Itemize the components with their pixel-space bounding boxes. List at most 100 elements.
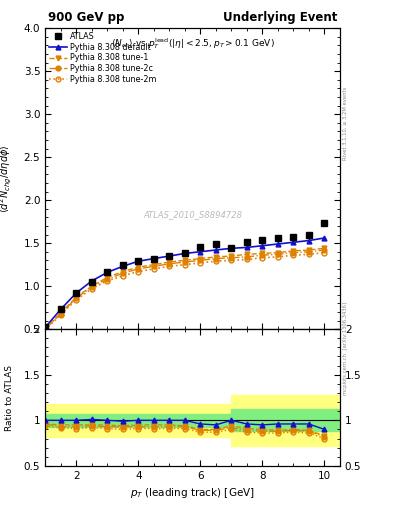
ATLAS [105, 269, 110, 275]
ATLAS [74, 290, 79, 296]
Pythia 8.308 tune-1 [291, 248, 296, 254]
Pythia 8.308 tune-2m [260, 254, 265, 261]
Pythia 8.308 tune-2m [275, 254, 280, 260]
Pythia 8.308 tune-2c [260, 252, 265, 258]
Pythia 8.308 default [89, 278, 94, 284]
ATLAS [43, 324, 48, 330]
Pythia 8.308 tune-1 [229, 253, 234, 259]
Y-axis label: $\langle d^2 N_{chg}/d\eta d\phi \rangle$: $\langle d^2 N_{chg}/d\eta d\phi \rangle… [0, 144, 14, 213]
Pythia 8.308 tune-2m [74, 297, 79, 303]
ATLAS [198, 244, 203, 250]
Line: Pythia 8.308 tune-1: Pythia 8.308 tune-1 [43, 246, 327, 332]
Pythia 8.308 tune-2c [307, 249, 311, 255]
Pythia 8.308 default [275, 241, 280, 247]
Pythia 8.308 default [167, 253, 172, 259]
Line: ATLAS: ATLAS [42, 220, 327, 331]
Pythia 8.308 tune-2m [167, 263, 172, 269]
Pythia 8.308 tune-1 [182, 257, 187, 263]
ATLAS [89, 279, 94, 285]
Pythia 8.308 default [307, 238, 311, 244]
Pythia 8.308 tune-2m [120, 273, 125, 279]
Pythia 8.308 default [136, 258, 141, 264]
Pythia 8.308 default [120, 263, 125, 269]
Pythia 8.308 tune-2c [291, 249, 296, 255]
Y-axis label: Ratio to ATLAS: Ratio to ATLAS [5, 365, 14, 431]
Pythia 8.308 tune-1 [213, 254, 218, 260]
Pythia 8.308 default [182, 250, 187, 257]
Pythia 8.308 tune-1 [120, 268, 125, 274]
Pythia 8.308 tune-2c [198, 257, 203, 263]
Pythia 8.308 tune-2m [244, 257, 249, 263]
Pythia 8.308 default [322, 235, 327, 241]
Pythia 8.308 tune-1 [275, 249, 280, 255]
Line: Pythia 8.308 default: Pythia 8.308 default [43, 236, 327, 330]
Pythia 8.308 tune-2m [58, 311, 63, 317]
ATLAS [322, 220, 327, 226]
Pythia 8.308 tune-1 [43, 326, 48, 332]
Pythia 8.308 tune-1 [58, 310, 63, 316]
Text: ATLAS_2010_S8894728: ATLAS_2010_S8894728 [143, 210, 242, 219]
Text: Rivet 3.1.10, ≥ 3.2M events: Rivet 3.1.10, ≥ 3.2M events [343, 86, 348, 160]
Pythia 8.308 tune-2c [151, 263, 156, 269]
Pythia 8.308 tune-2c [136, 266, 141, 272]
Pythia 8.308 tune-2c [105, 276, 110, 282]
ATLAS [213, 241, 218, 247]
Pythia 8.308 tune-1 [244, 251, 249, 258]
ATLAS [167, 253, 172, 259]
ATLAS [120, 263, 125, 269]
Pythia 8.308 default [260, 243, 265, 249]
ATLAS [58, 306, 63, 312]
Pythia 8.308 default [213, 247, 218, 253]
ATLAS [244, 239, 249, 245]
Pythia 8.308 tune-2m [136, 268, 141, 274]
Pythia 8.308 tune-1 [74, 294, 79, 301]
Pythia 8.308 tune-2m [198, 260, 203, 266]
Pythia 8.308 tune-2m [89, 286, 94, 292]
ATLAS [229, 245, 234, 251]
Pythia 8.308 tune-2m [43, 327, 48, 333]
Pythia 8.308 tune-2c [58, 311, 63, 317]
Pythia 8.308 default [58, 306, 63, 312]
Pythia 8.308 tune-1 [105, 274, 110, 281]
Pythia 8.308 default [229, 245, 234, 251]
Pythia 8.308 tune-2m [307, 251, 311, 258]
ATLAS [136, 258, 141, 264]
Text: Underlying Event: Underlying Event [222, 11, 337, 24]
ATLAS [291, 234, 296, 240]
Pythia 8.308 default [74, 290, 79, 296]
Pythia 8.308 tune-2c [74, 295, 79, 301]
Pythia 8.308 default [198, 249, 203, 255]
ATLAS [260, 237, 265, 243]
Pythia 8.308 tune-2c [244, 254, 249, 260]
X-axis label: $p_T$ (leading track) [GeV]: $p_T$ (leading track) [GeV] [130, 486, 255, 500]
Pythia 8.308 tune-1 [89, 283, 94, 289]
Text: $\langle N_{ch}\rangle$ vs $p_T^{\rm lead}$($|\eta|<2.5, p_T>0.1$ GeV): $\langle N_{ch}\rangle$ vs $p_T^{\rm lea… [111, 36, 274, 51]
ATLAS [307, 232, 311, 239]
ATLAS [275, 235, 280, 241]
Pythia 8.308 default [291, 239, 296, 245]
Legend: ATLAS, Pythia 8.308 default, Pythia 8.308 tune-1, Pythia 8.308 tune-2c, Pythia 8: ATLAS, Pythia 8.308 default, Pythia 8.30… [48, 31, 158, 85]
Pythia 8.308 tune-2m [322, 249, 327, 255]
Pythia 8.308 tune-1 [167, 259, 172, 265]
Pythia 8.308 tune-2c [120, 270, 125, 276]
Pythia 8.308 tune-2m [105, 278, 110, 284]
Pythia 8.308 tune-2c [275, 251, 280, 258]
Pythia 8.308 tune-2m [151, 266, 156, 272]
ATLAS [182, 250, 187, 257]
Pythia 8.308 tune-2c [229, 254, 234, 261]
Pythia 8.308 tune-1 [322, 245, 327, 251]
Line: Pythia 8.308 tune-2m: Pythia 8.308 tune-2m [43, 250, 327, 332]
Pythia 8.308 default [43, 324, 48, 330]
Pythia 8.308 tune-2c [182, 259, 187, 265]
Pythia 8.308 tune-1 [136, 264, 141, 270]
Pythia 8.308 tune-2m [291, 252, 296, 258]
Pythia 8.308 tune-2c [89, 284, 94, 290]
Pythia 8.308 default [244, 244, 249, 250]
Text: 900 GeV pp: 900 GeV pp [48, 11, 125, 24]
Pythia 8.308 tune-2c [167, 261, 172, 267]
Text: mcplots.cern.ch  [arXiv:1306.3436]: mcplots.cern.ch [arXiv:1306.3436] [343, 302, 348, 395]
ATLAS [151, 255, 156, 262]
Pythia 8.308 tune-2c [322, 247, 327, 253]
Pythia 8.308 tune-1 [307, 247, 311, 253]
Pythia 8.308 tune-2c [213, 255, 218, 262]
